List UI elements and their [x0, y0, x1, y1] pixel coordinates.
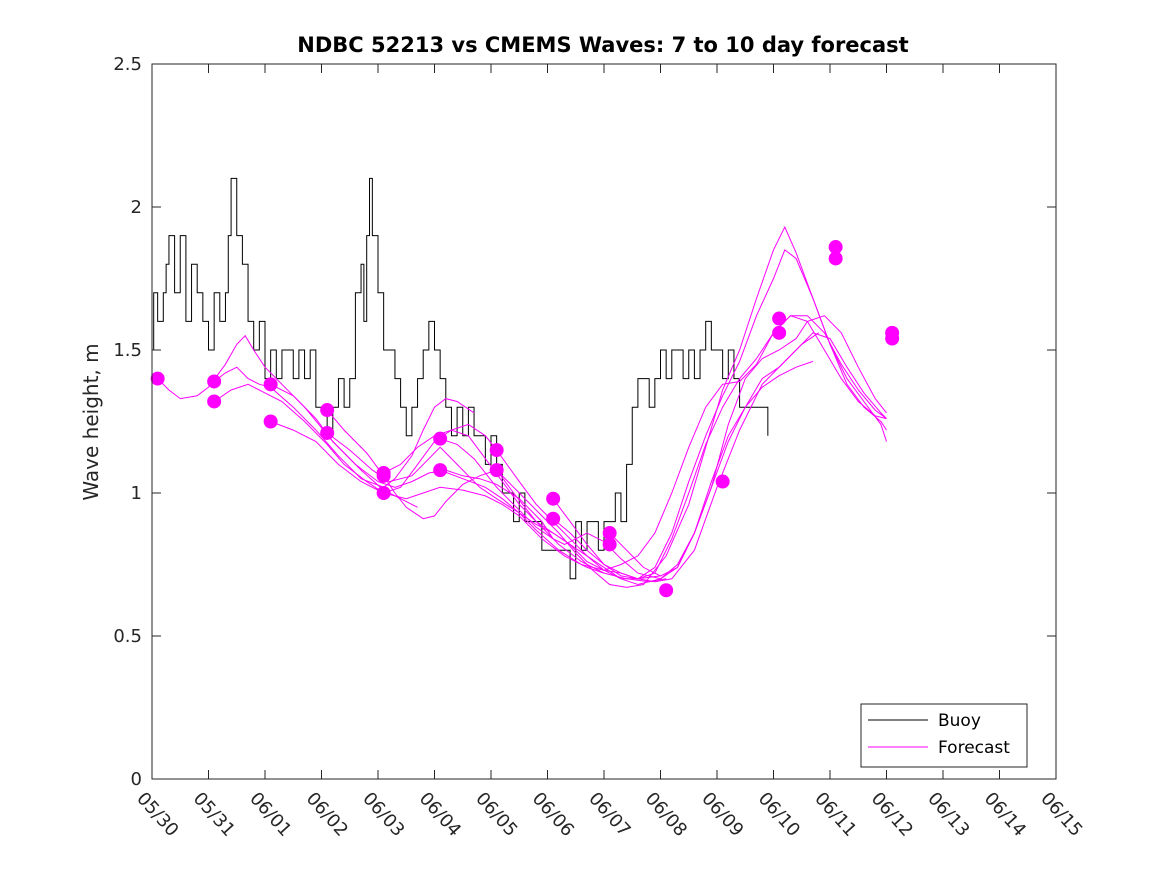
forecast-marker [546, 511, 561, 526]
x-tick-label: 06/05 [471, 788, 521, 841]
forecast-marker [433, 431, 448, 446]
y-tick-label: 2 [131, 197, 142, 218]
forecast-curve [157, 334, 418, 508]
y-tick-label: 0 [131, 769, 142, 790]
x-tick-label: 06/02 [302, 788, 352, 841]
forecast-curve [552, 249, 887, 580]
forecast-marker [489, 443, 504, 458]
x-tick-labels: 05/30 05/31 06/01 06/02 06/03 06/04 06/05 06/06… [132, 788, 1086, 841]
y-tick-label: 0.5 [113, 626, 142, 647]
forecast-marker [433, 463, 448, 478]
forecast-marker [150, 371, 165, 386]
forecast-curve [326, 332, 819, 583]
x-tick-label: 06/10 [754, 788, 804, 841]
chart-title: NDBC 52213 vs CMEMS Waves: 7 to 10 day f… [297, 33, 908, 57]
legend-forecast-label: Forecast [938, 738, 1010, 758]
x-tick-label: 06/03 [358, 788, 408, 841]
y-tick-label: 1.5 [113, 340, 142, 361]
legend-buoy-label: Buoy [938, 711, 981, 731]
x-tick-label: 06/11 [810, 788, 860, 841]
forecast-marker [207, 394, 222, 409]
forecast-marker [489, 463, 504, 478]
y-tick-label: 2.5 [113, 54, 142, 75]
legend-box [860, 703, 1028, 768]
forecast-marker [772, 325, 787, 340]
forecast-curve [270, 421, 605, 574]
x-tick-label: 05/31 [189, 788, 239, 841]
forecast-marker [602, 537, 617, 552]
forecast-marker [772, 311, 787, 326]
forecast-marker [320, 403, 335, 418]
y-tick-labels: 0 0.5 1 1.5 2 2.5 [113, 54, 142, 790]
forecast-marker [659, 583, 674, 598]
legend: Buoy Forecast [860, 703, 1028, 768]
axes-frame [151, 63, 1057, 780]
plot-area [152, 64, 1056, 779]
x-tick-label: 06/07 [584, 788, 634, 841]
forecast-marker [828, 251, 843, 266]
buoy-series-line [152, 177, 769, 580]
forecast-curve [552, 315, 887, 580]
x-tick-label: 06/06 [528, 788, 578, 841]
x-tick-label: 06/13 [923, 788, 973, 841]
forecast-curve [213, 383, 497, 494]
x-tick-label: 06/08 [641, 788, 691, 841]
forecast-marker [263, 414, 278, 429]
forecast-marker [207, 374, 222, 389]
forecast-marker [546, 491, 561, 506]
forecast-marker [263, 377, 278, 392]
x-tick-label: 05/30 [132, 788, 182, 841]
forecast-marker [376, 486, 391, 500]
forecast-marker [885, 331, 900, 346]
forecast-curve [383, 429, 661, 580]
forecast-marker [320, 425, 335, 440]
forecast-curve [496, 315, 887, 586]
forecast-curve [609, 332, 887, 577]
forecast-curve [439, 360, 814, 580]
forecast-curve [439, 315, 887, 571]
x-tick-label: 06/04 [415, 788, 465, 841]
x-tick-label: 06/01 [245, 788, 295, 841]
forecast-marker [715, 474, 730, 489]
x-tick-label: 06/14 [980, 788, 1030, 841]
y-tick-label: 1 [131, 483, 142, 504]
y-axis-label: Wave height, m [79, 343, 103, 500]
x-tick-label: 06/15 [1036, 788, 1086, 841]
forecast-curve [213, 366, 475, 488]
x-tick-label: 06/09 [697, 788, 747, 841]
x-tick-label: 06/12 [867, 788, 917, 841]
forecast-marker [376, 465, 391, 480]
